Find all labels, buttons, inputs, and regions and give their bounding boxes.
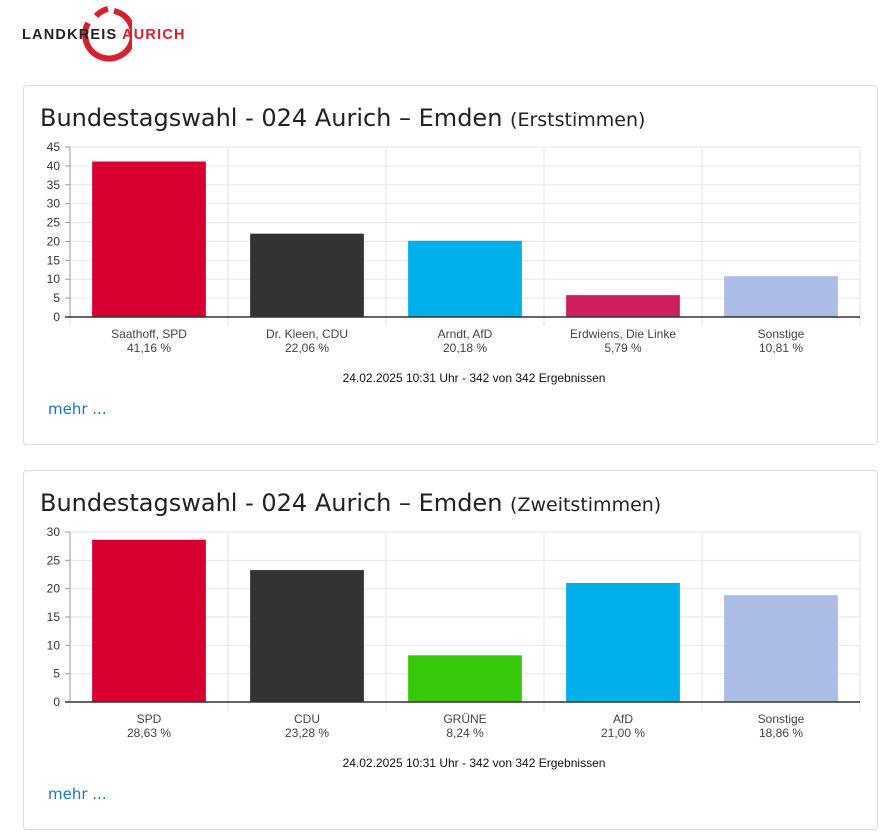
panel-subtitle: (Erststimmen) [510, 109, 646, 131]
category-label: Arndt, AfD [438, 327, 493, 341]
value-label: 10,81 % [759, 341, 803, 355]
value-label: 5,79 % [604, 341, 642, 355]
more-link[interactable]: mehr ... [48, 785, 107, 803]
value-label: 23,28 % [285, 726, 329, 740]
logo-ring-icon [82, 6, 132, 62]
bar [408, 240, 522, 317]
category-label: Saathoff, SPD [111, 327, 187, 341]
bar [566, 583, 680, 702]
y-tick-label: 25 [47, 553, 61, 567]
y-tick-label: 35 [47, 178, 61, 192]
value-label: 22,06 % [285, 341, 329, 355]
more-link[interactable]: mehr ... [48, 400, 107, 418]
logo-text-accent: AURICH [122, 27, 186, 43]
y-tick-label: 15 [47, 610, 61, 624]
landkreis-aurich-logo[interactable]: LANDKREIS AURICH [22, 3, 184, 63]
bar [724, 595, 838, 702]
value-label: 20,18 % [443, 341, 487, 355]
y-tick-label: 20 [47, 234, 61, 248]
y-tick-label: 0 [53, 695, 60, 709]
erststimmen-panel: Bundestagswahl - 024 Aurich – Emden (Ers… [23, 85, 878, 445]
bar [92, 161, 206, 317]
bar [92, 539, 206, 702]
value-label: 28,63 % [127, 726, 171, 740]
y-tick-label: 0 [53, 310, 60, 324]
value-label: 8,24 % [446, 726, 484, 740]
y-tick-label: 10 [47, 272, 61, 286]
y-tick-label: 30 [47, 197, 61, 211]
y-tick-label: 30 [47, 525, 61, 539]
category-label: Sonstige [758, 327, 805, 341]
zweitstimmen-panel: Bundestagswahl - 024 Aurich – Emden (Zwe… [23, 470, 878, 830]
logo-wordmark: LANDKREIS AURICH [22, 27, 186, 43]
category-label: Dr. Kleen, CDU [266, 327, 348, 341]
y-tick-label: 20 [47, 582, 61, 596]
timestamp-label: 24.02.2025 10:31 Uhr - 342 von 342 Ergeb… [343, 756, 606, 770]
panel-title: Bundestagswahl - 024 Aurich – Emden (Zwe… [40, 489, 661, 517]
category-label: Erdwiens, Die Linke [570, 327, 676, 341]
panel-title-main: Bundestagswahl - 024 Aurich – Emden [40, 104, 503, 132]
value-label: 41,16 % [127, 341, 171, 355]
category-label: AfD [613, 712, 633, 726]
bar [724, 276, 838, 317]
bar [250, 233, 364, 317]
y-tick-label: 5 [53, 291, 60, 305]
panel-title: Bundestagswahl - 024 Aurich – Emden (Ers… [40, 104, 645, 132]
y-tick-label: 25 [47, 216, 61, 230]
category-label: SPD [137, 712, 162, 726]
value-label: 21,00 % [601, 726, 645, 740]
bar [408, 655, 522, 702]
panel-subtitle: (Zweitstimmen) [510, 494, 662, 516]
category-label: Sonstige [758, 712, 805, 726]
bar [250, 570, 364, 702]
logo-text-primary: LANDKREIS [22, 27, 118, 43]
value-label: 18,86 % [759, 726, 803, 740]
category-label: GRÜNE [443, 712, 486, 726]
y-tick-label: 45 [47, 140, 61, 154]
y-tick-label: 10 [47, 638, 61, 652]
panel-title-main: Bundestagswahl - 024 Aurich – Emden [40, 489, 503, 517]
y-tick-label: 5 [53, 667, 60, 681]
category-label: CDU [294, 712, 320, 726]
timestamp-label: 24.02.2025 10:31 Uhr - 342 von 342 Ergeb… [343, 371, 606, 385]
bar [566, 295, 680, 317]
y-tick-label: 40 [47, 159, 61, 173]
y-tick-label: 15 [47, 253, 61, 267]
